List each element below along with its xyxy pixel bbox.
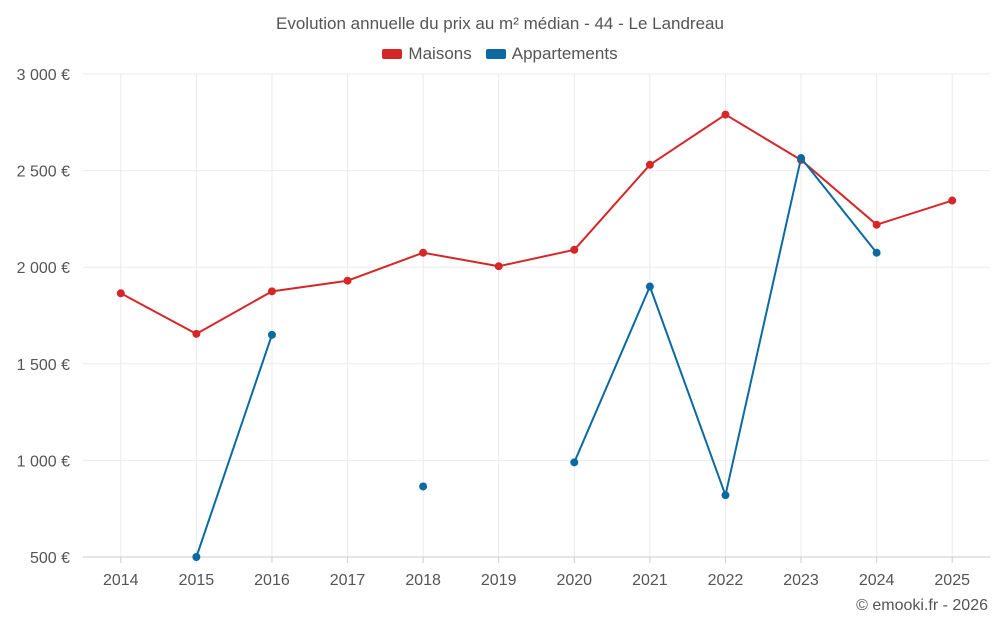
data-point-appartements-2023[interactable] [797, 154, 806, 163]
legend-label-appartements: Appartements [511, 44, 618, 63]
data-point-maisons-2021[interactable] [645, 160, 654, 169]
series-line-segment-maisons [497, 248, 576, 268]
series-line-segment-maisons [270, 279, 349, 293]
series [116, 110, 957, 561]
data-point-appartements-2016[interactable] [267, 330, 276, 339]
series-line-segment-maisons [195, 290, 273, 335]
x-tick-label: 2015 [179, 572, 215, 589]
data-point-maisons-2020[interactable] [570, 245, 579, 254]
series-maisons [116, 110, 957, 338]
copyright: © emooki.fr - 2026 [856, 597, 988, 614]
legend-item-appartements[interactable]: Appartements [485, 44, 618, 64]
x-tick-label: 2019 [481, 572, 517, 589]
x-tick-label: 2023 [783, 572, 819, 589]
legend: Maisons Appartements [0, 44, 1000, 64]
axes: 500 € 1 000 € 1 500 € 2 000 € 2 500 € 3 000 €… [17, 67, 990, 589]
series-line-segment-appartements [573, 285, 651, 464]
chart-title: Evolution annuelle du prix au m² médian … [276, 14, 724, 33]
x-tick-label: 2022 [708, 572, 744, 589]
series-line-segment-maisons [875, 199, 954, 226]
series-line-segment-appartements [195, 333, 273, 558]
series-line-segment-maisons [346, 251, 425, 282]
data-point-maisons-2014[interactable] [116, 289, 125, 298]
series-line-segment-appartements [648, 285, 727, 497]
y-tick-label: 2 000 € [17, 260, 70, 277]
series-line-segment-maisons [724, 113, 803, 161]
series-line-segment-maisons [573, 163, 651, 251]
series-line-segment-maisons [422, 251, 500, 268]
data-point-appartements-2024[interactable] [872, 248, 881, 257]
x-tick-label: 2016 [254, 572, 290, 589]
data-point-appartements-2020[interactable] [570, 458, 579, 467]
y-tick-label: 2 500 € [17, 164, 70, 181]
data-point-appartements-2022[interactable] [721, 491, 730, 500]
y-tick-label: 1 000 € [17, 453, 70, 470]
data-point-maisons-2025[interactable] [948, 196, 957, 205]
data-point-appartements-2021[interactable] [645, 282, 654, 291]
series-appartements [192, 154, 881, 561]
data-point-appartements-2015[interactable] [192, 553, 201, 561]
series-line-segment-maisons [119, 292, 198, 335]
y-tick-label: 500 € [30, 550, 70, 567]
x-tick-label: 2025 [934, 572, 970, 589]
data-point-maisons-2017[interactable] [343, 276, 352, 285]
data-point-maisons-2018[interactable] [419, 248, 428, 257]
x-tick-label: 2021 [632, 572, 668, 589]
data-point-maisons-2019[interactable] [494, 262, 503, 271]
data-point-maisons-2016[interactable] [267, 287, 276, 296]
x-tick-label: 2020 [556, 572, 592, 589]
legend-item-maisons[interactable]: Maisons [382, 44, 472, 64]
x-tick-label: 2024 [859, 572, 895, 589]
x-tick-label: 2018 [405, 572, 441, 589]
legend-swatch-appartements [485, 49, 506, 59]
series-line-segment-appartements [724, 157, 803, 497]
data-point-maisons-2022[interactable] [721, 110, 730, 119]
series-line-segment-maisons [648, 113, 727, 166]
y-tick-label: 3 000 € [17, 67, 70, 84]
data-point-maisons-2024[interactable] [872, 220, 881, 229]
data-point-maisons-2015[interactable] [192, 329, 201, 338]
legend-label-maisons: Maisons [408, 44, 472, 63]
grid [83, 73, 990, 558]
series-line-segment-appartements [800, 157, 878, 254]
legend-swatch-maisons [382, 49, 403, 59]
series-line-segment-maisons [800, 158, 878, 226]
y-tick-label: 1 500 € [17, 357, 70, 374]
data-point-appartements-2018[interactable] [419, 482, 428, 491]
x-tick-label: 2017 [330, 572, 366, 589]
x-tick-label: 2014 [103, 572, 139, 589]
